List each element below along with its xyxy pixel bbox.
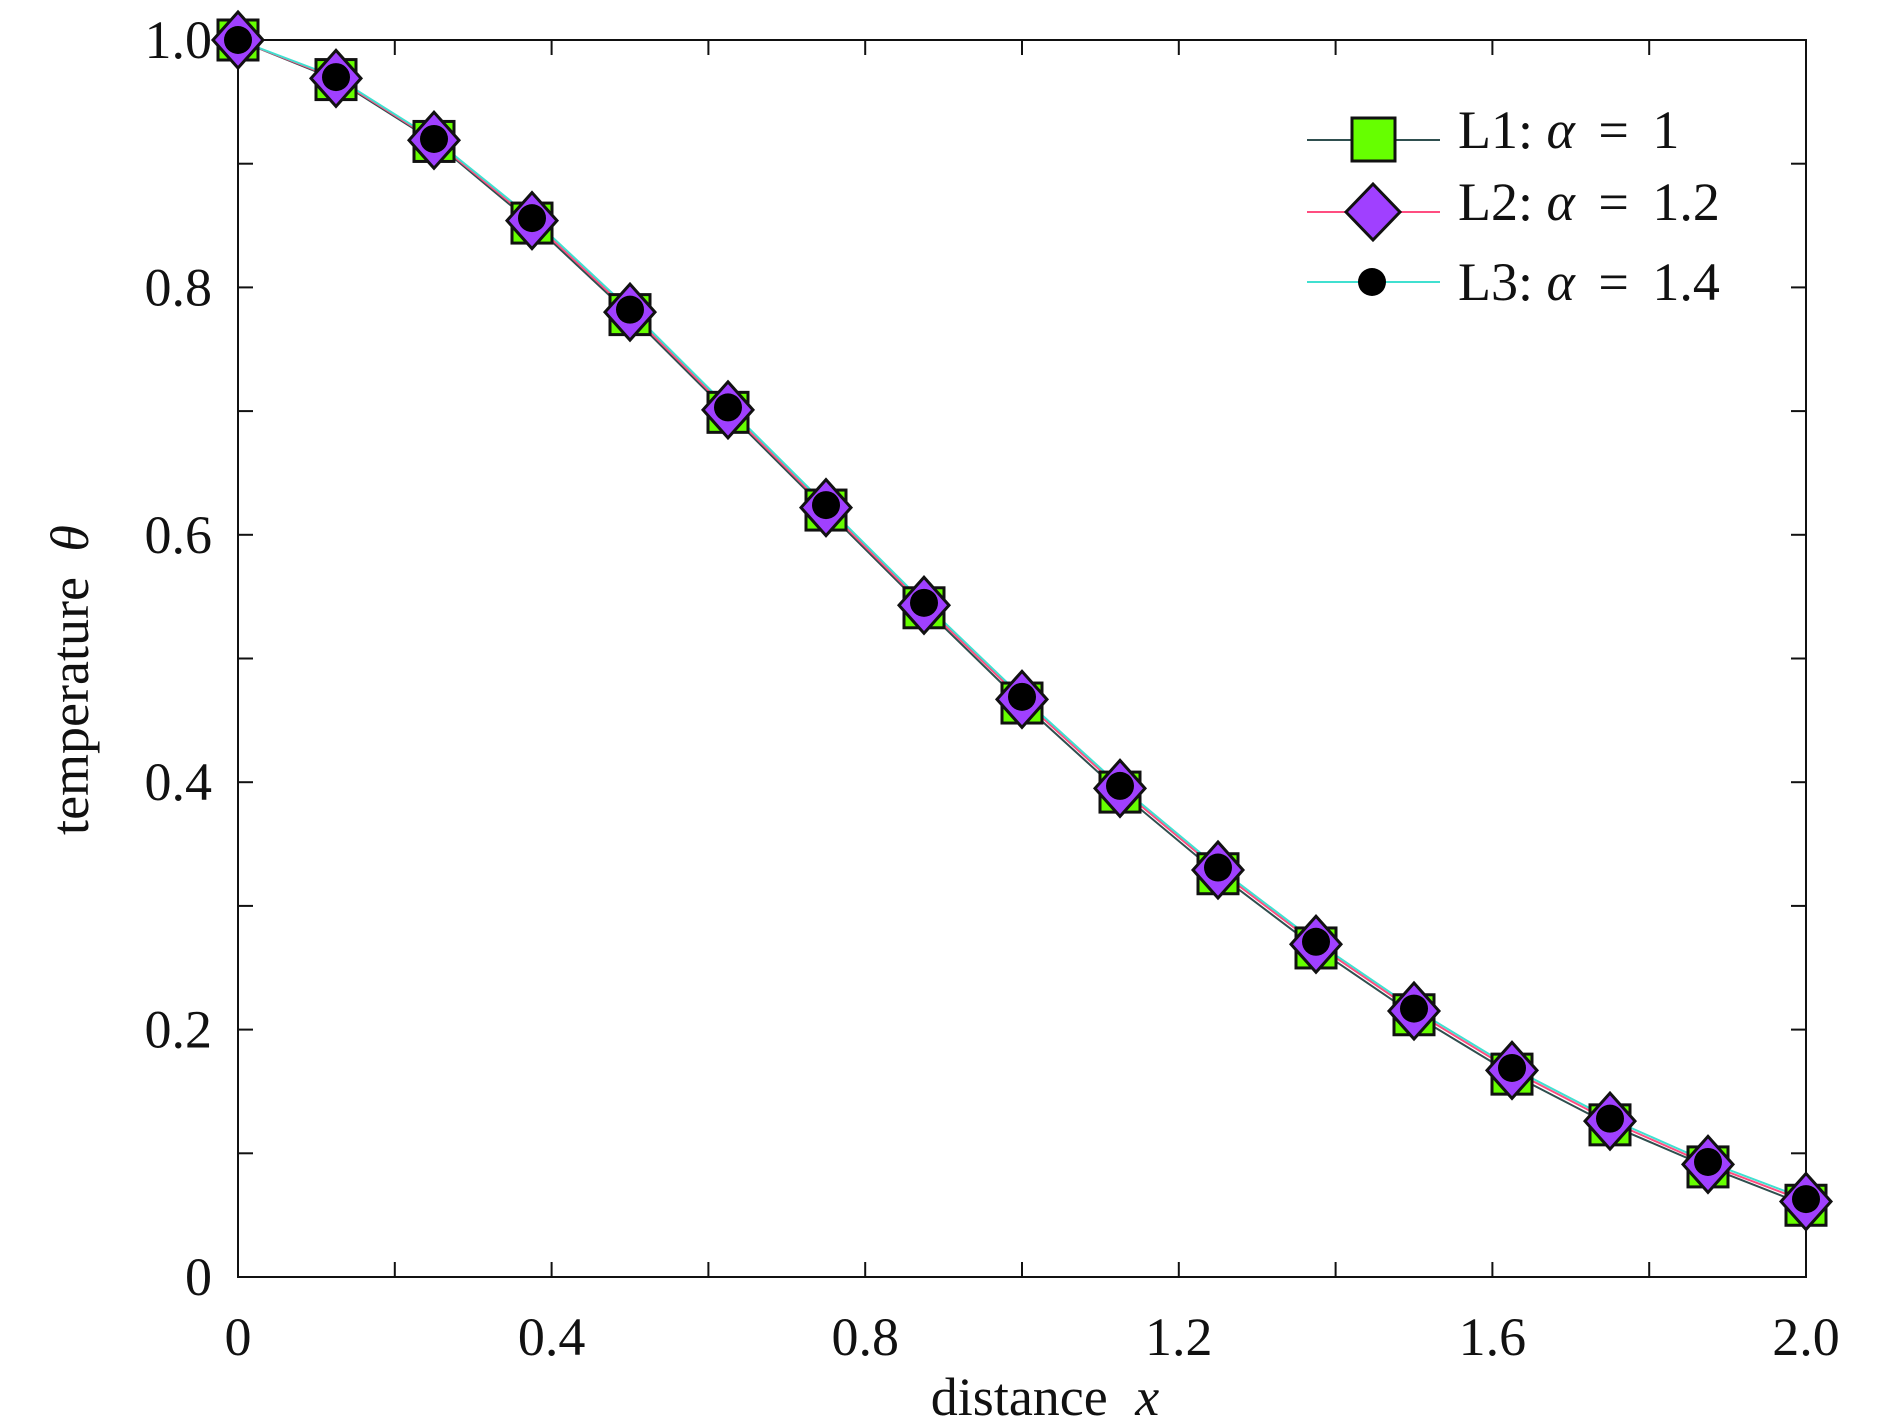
series-l3-point-2 xyxy=(420,124,448,153)
series-l3-point-11 xyxy=(1302,927,1330,956)
y-tick-label-0: 0 xyxy=(185,1247,212,1307)
series-l3-point-12 xyxy=(1400,994,1428,1023)
series-l3-point-10 xyxy=(1204,853,1232,882)
legend: L1: α = 1 L2: α = 1.2 L3: α = 1 xyxy=(1307,100,1720,312)
y-tick-label-0-2: 0.2 xyxy=(145,1000,213,1060)
legend-label-l3: L3: α = 1.4 xyxy=(1458,252,1720,312)
legend-label-l3-symbol: α xyxy=(1547,252,1577,312)
series-l3-point-6 xyxy=(812,491,840,520)
y-tick-label-0-4: 0.4 xyxy=(145,752,213,812)
y-axis-title: temperature θ xyxy=(40,525,100,835)
legend-label-l2-prefix: L2: xyxy=(1458,172,1547,232)
legend-entry-l2: L2: α = 1.2 xyxy=(1307,172,1720,243)
series-l3-point-14 xyxy=(1596,1104,1624,1133)
x-tick-label-2-0: 2.0 xyxy=(1772,1307,1840,1367)
series-l3-point-13 xyxy=(1498,1053,1526,1082)
legend-label-l3-equals: = xyxy=(1598,252,1628,312)
y-axis-title-symbol: θ xyxy=(40,525,100,552)
legend-marker-l2 xyxy=(1343,181,1403,243)
series-l3-point-4 xyxy=(616,295,644,324)
x-tick-label-0-8: 0.8 xyxy=(831,1307,899,1367)
series-l3-point-1 xyxy=(322,63,350,92)
series-l3-point-5 xyxy=(714,393,742,422)
x-axis-title: distance x xyxy=(931,1367,1159,1420)
series-l3-point-9 xyxy=(1106,771,1134,800)
legend-label-l3-value: 1.4 xyxy=(1652,252,1720,312)
series-l3-point-7 xyxy=(910,588,938,617)
series-l3-point-15 xyxy=(1694,1147,1722,1176)
legend-label-l1-value: 1 xyxy=(1652,100,1679,160)
x-tick-label-1-6: 1.6 xyxy=(1459,1307,1527,1367)
legend-entry-l1: L1: α = 1 xyxy=(1307,100,1679,163)
plot-area: 0 0.4 0.8 1.2 1.6 2.0 0 0.2 0.4 0.6 0.8 1.0 xyxy=(145,9,1840,1367)
y-axis-title-text: temperature xyxy=(40,577,100,835)
x-axis-title-text: distance xyxy=(931,1367,1108,1420)
series-l3-point-3 xyxy=(518,204,546,233)
series-l3-point-0 xyxy=(224,26,252,54)
legend-label-l1-equals: = xyxy=(1598,100,1628,160)
y-tick-label-0-6: 0.6 xyxy=(145,505,213,565)
series-l3-point-8 xyxy=(1008,682,1036,711)
y-tick-label-1-0: 1.0 xyxy=(145,10,213,70)
x-axis-title-symbol: x xyxy=(1134,1367,1159,1420)
series-l3-point-16 xyxy=(1792,1185,1820,1214)
legend-label-l1-prefix: L1: xyxy=(1458,100,1547,160)
legend-label-l2: L2: α = 1.2 xyxy=(1458,172,1720,232)
y-tick-label-0-8: 0.8 xyxy=(145,257,213,317)
legend-marker-l3 xyxy=(1358,268,1386,296)
legend-label-l2-value: 1.2 xyxy=(1652,172,1720,232)
x-tick-label-0: 0 xyxy=(225,1307,252,1367)
legend-label-l2-equals: = xyxy=(1598,172,1628,232)
legend-entry-l3: L3: α = 1.4 xyxy=(1307,252,1720,312)
x-tick-label-1-2: 1.2 xyxy=(1145,1307,1213,1367)
x-tick-label-0-4: 0.4 xyxy=(518,1307,586,1367)
legend-label-l2-symbol: α xyxy=(1547,172,1577,232)
legend-label-l3-prefix: L3: xyxy=(1458,252,1547,312)
legend-marker-l1 xyxy=(1350,116,1397,163)
legend-label-l1-symbol: α xyxy=(1547,100,1577,160)
legend-label-l1: L1: α = 1 xyxy=(1458,100,1679,160)
